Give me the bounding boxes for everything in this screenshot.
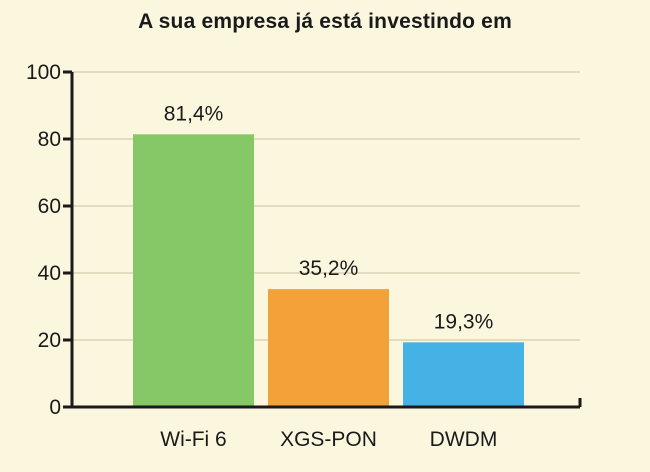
bar-dwdm xyxy=(403,342,524,407)
y-tick-label: 0 xyxy=(49,396,61,419)
bars xyxy=(133,134,524,407)
category-label: XGS-PON xyxy=(280,428,377,451)
axes xyxy=(63,70,582,409)
bar-xgs-pon xyxy=(268,289,389,407)
y-tick-label: 80 xyxy=(38,128,61,151)
y-tick-label: 20 xyxy=(38,329,61,352)
category-label: DWDM xyxy=(430,428,498,451)
category-label: Wi-Fi 6 xyxy=(160,428,227,451)
data-label: 81,4% xyxy=(164,102,224,125)
chart-title: A sua empresa já está investindo em xyxy=(138,10,512,33)
data-label: 19,3% xyxy=(434,310,494,333)
y-tick-label: 40 xyxy=(38,262,61,285)
bar-wi-fi-6 xyxy=(133,134,254,407)
y-tick-label: 100 xyxy=(26,61,61,84)
y-tick-label: 60 xyxy=(38,195,61,218)
data-label: 35,2% xyxy=(299,257,359,280)
labels: 81,4% Wi-Fi 6 35,2% XGS-PON 19,3% DWDM 0 20 40 60… xyxy=(26,61,497,451)
